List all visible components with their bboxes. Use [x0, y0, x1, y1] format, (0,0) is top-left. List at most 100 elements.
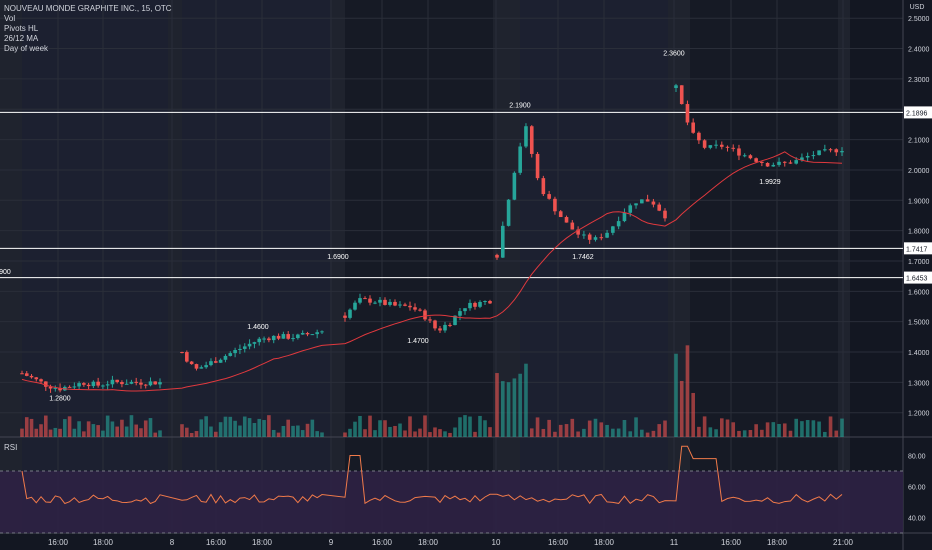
- candle-body: [737, 148, 741, 156]
- pivot-label: 2.1900: [509, 102, 531, 109]
- candle-body: [765, 162, 770, 167]
- candle-body: [725, 146, 730, 148]
- volume-bar: [506, 382, 511, 437]
- candle-body: [611, 226, 615, 233]
- indicator-vol[interactable]: Vol: [4, 14, 16, 23]
- volume-bar: [438, 429, 442, 437]
- pivot-label: 1.9929: [759, 179, 781, 186]
- candle-body: [218, 359, 223, 363]
- x-tick-label: 9: [329, 538, 334, 547]
- volume-bar: [634, 417, 638, 437]
- volume-bar: [143, 420, 148, 437]
- volume-bar: [823, 431, 827, 437]
- y-tick-label: 1.3000: [908, 380, 930, 387]
- volume-bar: [495, 373, 499, 437]
- x-tick-label: 18:00: [594, 538, 615, 547]
- candle-body: [120, 382, 124, 385]
- indicator-ma[interactable]: 26/12 MA: [4, 34, 39, 43]
- volume-bar: [616, 428, 621, 437]
- candle-body: [708, 145, 713, 148]
- pivot-label: 1.2800: [49, 395, 71, 402]
- volume-bar: [358, 415, 362, 437]
- x-tick-label: 8: [170, 538, 175, 547]
- volume-bar: [204, 416, 208, 437]
- volume-bar: [194, 431, 199, 437]
- candle-body: [82, 383, 86, 385]
- y-tick-label: 1.7000: [908, 259, 930, 266]
- candle-body: [209, 361, 213, 366]
- volume-bar: [262, 420, 266, 437]
- session-shade: [838, 0, 850, 533]
- volume-bar: [828, 416, 833, 437]
- pivot-label: 1.4600: [247, 324, 269, 331]
- candle-body: [378, 299, 382, 303]
- indicator-day-of-week[interactable]: Day of week: [4, 44, 49, 53]
- volume-bar: [483, 420, 487, 437]
- candle-body: [433, 320, 437, 329]
- indicator-pivots[interactable]: Pivots HL: [4, 24, 39, 33]
- candle-body: [478, 301, 482, 307]
- pivot-label: 2.3600: [663, 51, 685, 58]
- volume-bar: [373, 430, 377, 437]
- y-tick-label: 1.6000: [908, 289, 930, 296]
- volume-bar: [714, 429, 718, 437]
- x-tick-label: 18:00: [252, 538, 273, 547]
- candle-body: [348, 309, 352, 318]
- candle-body: [134, 381, 139, 383]
- volume-bar: [408, 416, 412, 437]
- volume-bar: [393, 425, 397, 437]
- x-tick-label: 16:00: [48, 538, 69, 547]
- candle-body: [358, 298, 362, 303]
- volume-bar: [291, 425, 295, 437]
- session-bg: [520, 0, 668, 533]
- candle-body: [20, 373, 24, 375]
- candle-body: [34, 377, 39, 380]
- y-tick-label: 1.5000: [908, 320, 930, 327]
- candle-body: [702, 140, 707, 148]
- volume-bar: [679, 380, 684, 437]
- candle-body: [558, 211, 563, 218]
- candle-body: [663, 210, 667, 219]
- volume-bar: [463, 415, 467, 437]
- volume-bar: [383, 420, 387, 437]
- rsi-tick-label: 80.00: [908, 454, 926, 461]
- candle-body: [296, 334, 300, 339]
- pivot-label: 1.7462: [572, 254, 594, 261]
- volume-bar: [725, 419, 730, 437]
- candle-body: [189, 361, 194, 365]
- volume-bar: [731, 422, 736, 437]
- symbol-title[interactable]: NOUVEAU MONDE GRAPHITE INC., 15, OTC: [4, 4, 172, 13]
- candle-body: [77, 383, 81, 387]
- volume-bar: [388, 426, 392, 437]
- candle-body: [194, 364, 199, 369]
- volume-bar: [771, 422, 776, 437]
- candle-body: [453, 315, 457, 326]
- session-bg: [182, 0, 330, 533]
- x-tick-label: 18:00: [767, 538, 788, 547]
- candle-body: [353, 302, 357, 310]
- volume-bar: [228, 416, 233, 437]
- volume-bar: [564, 424, 569, 437]
- candle-body: [657, 204, 662, 211]
- volume-bar: [702, 416, 707, 437]
- volume-bar: [300, 430, 305, 437]
- volume-bar: [403, 430, 407, 437]
- volume-bar: [468, 416, 472, 437]
- session-shade: [0, 0, 22, 533]
- volume-bar: [185, 427, 189, 437]
- candle-body: [252, 342, 257, 344]
- y-tick-label: 2.4000: [908, 47, 930, 54]
- candle-body: [473, 302, 477, 307]
- volume-bar: [576, 431, 580, 437]
- candle-body: [43, 381, 48, 387]
- volume-bar: [238, 425, 242, 437]
- volume-bar: [593, 418, 598, 437]
- volume-bar: [582, 428, 586, 437]
- volume-bar: [72, 428, 77, 437]
- candle-body: [719, 144, 724, 147]
- candle-body: [262, 338, 266, 340]
- candle-body: [223, 355, 228, 360]
- candle-body: [771, 164, 776, 167]
- rsi-label[interactable]: RSI: [4, 443, 18, 452]
